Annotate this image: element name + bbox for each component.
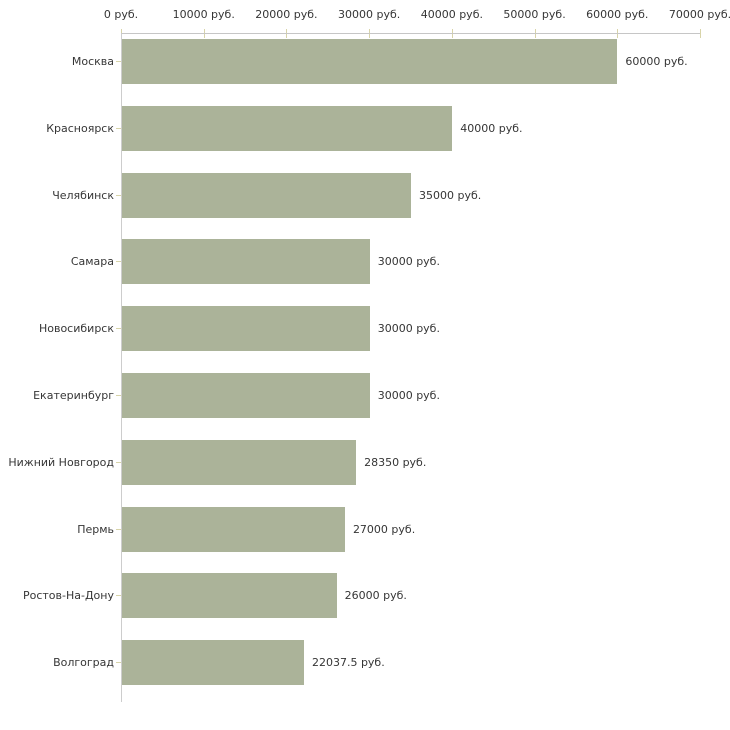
- bar: [122, 372, 370, 418]
- bar: [122, 439, 357, 485]
- bar-row: Пермь 27000 руб.: [77, 502, 700, 569]
- value-label: 60000 руб.: [625, 55, 688, 68]
- value-label: 22037.5 руб.: [311, 656, 385, 670]
- category-label: Москва: [71, 55, 114, 68]
- bar-row: Волгоград 22037.5 руб.: [53, 635, 700, 702]
- bar: [122, 506, 345, 552]
- x-axis-tick-label: 40000 руб.: [420, 8, 483, 21]
- bar-row: Красноярск 40000 руб.: [46, 101, 700, 168]
- category-label: Пермь: [77, 522, 114, 536]
- y-axis-tick: [116, 595, 121, 597]
- bar: [122, 172, 411, 218]
- value-label: 35000 руб.: [419, 188, 482, 202]
- category-label: Екатеринбург: [33, 388, 114, 402]
- category-label: Самара: [70, 255, 114, 269]
- value-label: 27000 руб.: [352, 522, 416, 536]
- bar-row: Самара 30000 руб.: [71, 234, 700, 301]
- bar-row: Челябинск 35000 руб.: [52, 168, 700, 235]
- category-label: Челябинск: [52, 188, 114, 202]
- bar: [122, 39, 618, 84]
- category-label: Новосибирск: [38, 322, 114, 336]
- bar-line: Ростов-На-Дону 26000 руб.: [23, 573, 700, 619]
- bar-row: Екатеринбург 30000 руб.: [33, 368, 700, 435]
- bar: [122, 640, 304, 686]
- y-axis-tick: [116, 127, 121, 129]
- x-axis-tick-label: 50000 руб.: [503, 8, 566, 21]
- bar: [122, 573, 337, 619]
- bar-row: Ростов-На-Дону 26000 руб.: [23, 568, 700, 635]
- x-axis-tick-label: 70000 руб.: [668, 8, 730, 21]
- x-axis-tick-label: 60000 руб.: [586, 8, 649, 21]
- bar-line: Самара 30000 руб.: [71, 239, 700, 285]
- bar-row: Нижний Новгород 28350 руб.: [8, 435, 700, 502]
- y-axis-tick: [116, 328, 121, 330]
- bar-line: Екатеринбург 30000 руб.: [33, 372, 700, 418]
- value-label: 26000 руб.: [344, 589, 407, 603]
- category-label: Волгоград: [53, 656, 114, 670]
- y-axis-tick: [116, 662, 121, 664]
- y-axis-tick: [116, 61, 121, 62]
- value-label: 30000 руб.: [377, 322, 440, 336]
- bar-line: Москва 60000 руб.: [72, 39, 700, 84]
- y-axis-tick: [116, 394, 121, 396]
- x-axis-tick-label: 20000 руб.: [255, 8, 318, 21]
- plot-area: Москва 60000 руб. Красноярск 40000 руб. …: [8, 33, 700, 702]
- bar-line: Челябинск 35000 руб.: [52, 172, 700, 218]
- value-label: 30000 руб.: [377, 255, 440, 269]
- bar-line: Волгоград 22037.5 руб.: [53, 640, 700, 686]
- x-axis-tick: [700, 29, 701, 38]
- bar: [122, 306, 370, 352]
- bar-line: Нижний Новгород 28350 руб.: [8, 439, 700, 485]
- bar-row: Новосибирск 30000 руб.: [39, 301, 700, 368]
- bar: [122, 239, 370, 285]
- value-label: 28350 руб.: [364, 455, 427, 469]
- bar-row: Москва 60000 руб.: [72, 34, 700, 101]
- category-label: Красноярск: [46, 121, 114, 135]
- y-axis-tick: [116, 261, 121, 263]
- category-label: Ростов-На-Дону: [22, 589, 114, 603]
- y-axis-tick: [116, 461, 121, 463]
- y-axis-tick: [116, 194, 121, 196]
- x-axis-tick-label: 10000 руб.: [172, 8, 235, 21]
- y-axis-tick: [116, 528, 121, 530]
- bar-line: Новосибирск 30000 руб.: [39, 306, 700, 352]
- x-axis-tick-label: 0 руб.: [103, 8, 139, 21]
- bar-line: Красноярск 40000 руб.: [46, 105, 700, 151]
- value-label: 40000 руб.: [460, 121, 523, 135]
- value-label: 30000 руб.: [377, 388, 440, 402]
- x-axis-tick-label: 30000 руб.: [338, 8, 401, 21]
- bar-line: Пермь 27000 руб.: [77, 506, 700, 552]
- bar: [122, 105, 453, 151]
- category-label: Нижний Новгород: [8, 455, 114, 469]
